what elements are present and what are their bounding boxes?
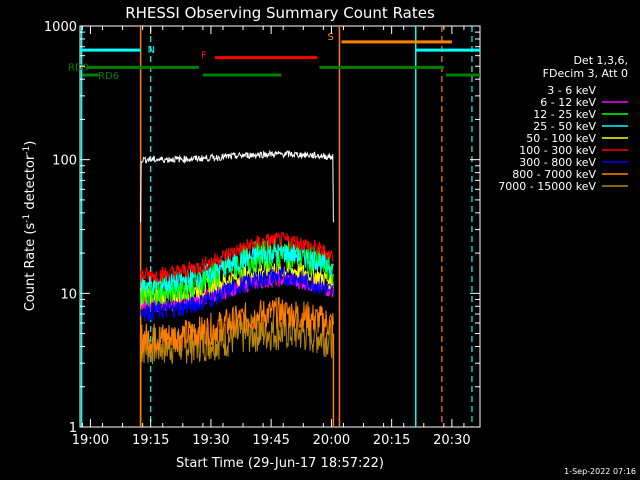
saa-flag-label: S (327, 32, 333, 43)
y-tick-label: 1 (69, 421, 77, 436)
x-tick-label: 19:00 (72, 433, 109, 448)
series-line-0 (140, 149, 334, 223)
rd9-flag-label: RD9 (68, 62, 89, 73)
rd6-flag-label: RD6 (98, 71, 119, 82)
x-tick-label: 20:15 (373, 433, 410, 448)
x-tick-label: 20:00 (313, 433, 350, 448)
legend-entry-label: 6 - 12 keV (540, 96, 596, 109)
flag-layer: N F S RD9 RD6 (68, 26, 480, 427)
y-tick-label: 100 (52, 154, 77, 169)
legend-entry-label: 800 - 7000 keV (512, 168, 596, 181)
legend-header-line: Det 1,3,6, (573, 54, 628, 67)
plot-frame (79, 25, 481, 428)
chart-title: RHESSI Observing Summary Count Rates (125, 4, 435, 22)
y-axis-label-mid: detector (23, 154, 38, 214)
series-line-2 (140, 237, 334, 306)
flare-flag-label: F (201, 51, 207, 62)
x-tick-label: 20:30 (433, 433, 470, 448)
legend-entry-label: 100 - 300 keV (519, 144, 596, 157)
legend-header-line: FDecim 3, Att 0 (543, 67, 628, 80)
night-flag-label: N (148, 45, 155, 56)
series-line-6 (140, 266, 334, 322)
legend-entry-label: 7000 - 15000 keV (498, 180, 596, 193)
y-axis-label: Count Rate (s-1 detector-1) (22, 141, 38, 312)
legend-entry-label: 50 - 100 keV (526, 132, 596, 145)
x-tick-label: 19:45 (252, 433, 289, 448)
series-line-7 (140, 296, 334, 354)
x-axis-label: Start Time (29-Jun-17 18:57:22) (176, 456, 384, 471)
axis-layer: 19:00 19:15 19:30 19:45 20:00 20:15 20:30 1 10 10… (44, 20, 480, 448)
legend-entry-label: 12 - 25 keV (533, 108, 596, 121)
x-tick-label: 19:15 (132, 433, 169, 448)
x-tick-label: 19:30 (192, 433, 229, 448)
legend-entry-label: 300 - 800 keV (519, 156, 596, 169)
legend-entry-label: 3 - 6 keV (547, 84, 596, 97)
y-axis-label-main: Count Rate (s (23, 223, 38, 312)
footer-date: 1-Sep-2022 07:16 (564, 467, 636, 476)
y-axis-label-sup2: -1 (22, 146, 32, 155)
y-axis-label-end: ) (23, 141, 38, 146)
series-line-5 (140, 231, 334, 283)
legend-entry-label: 25 - 50 keV (533, 120, 596, 133)
y-tick-label: 1000 (44, 20, 77, 35)
y-axis-label-sup1: -1 (22, 214, 32, 223)
y-tick-label: 10 (60, 287, 77, 302)
series-layer (139, 149, 335, 427)
